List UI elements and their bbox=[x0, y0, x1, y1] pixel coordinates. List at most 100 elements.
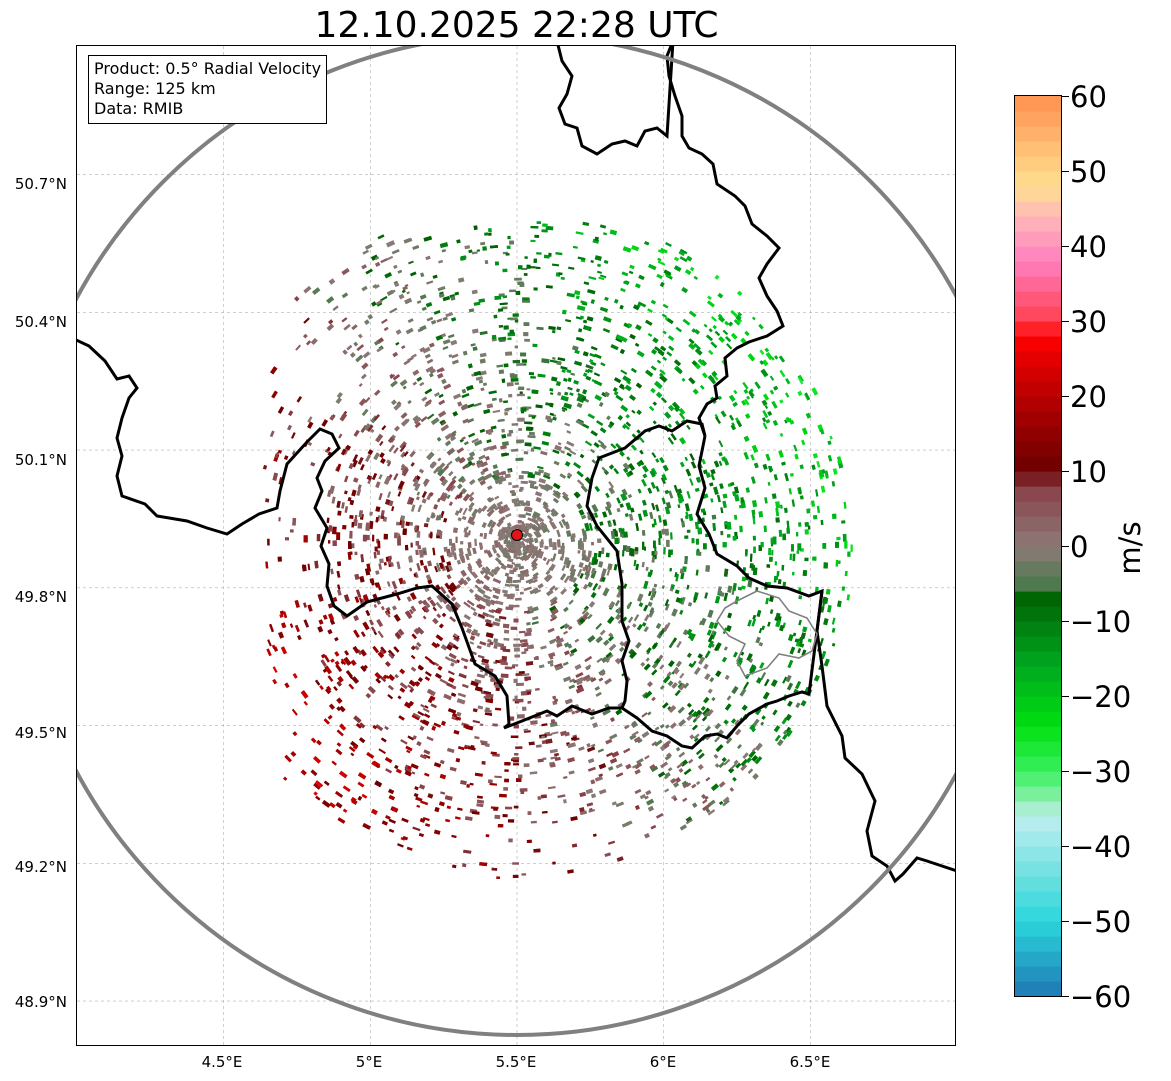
echo-gate bbox=[284, 455, 289, 460]
echo-gate bbox=[776, 570, 780, 577]
echo-gate bbox=[412, 479, 420, 487]
echo-gate bbox=[457, 579, 464, 586]
echo-gate bbox=[709, 677, 715, 683]
echo-gate bbox=[651, 556, 655, 563]
echo-gate bbox=[517, 417, 525, 422]
echo-gate bbox=[477, 595, 487, 603]
echo-gate bbox=[661, 585, 665, 589]
echo-gate bbox=[469, 782, 474, 786]
echo-gate bbox=[727, 534, 731, 538]
echo-gate bbox=[789, 419, 795, 425]
echo-gate bbox=[501, 378, 506, 383]
echo-gate bbox=[379, 440, 384, 446]
echo-gate bbox=[679, 256, 688, 263]
echo-gate bbox=[718, 460, 723, 467]
echo-gate bbox=[665, 501, 672, 509]
echo-gate bbox=[596, 657, 603, 663]
echo-gate bbox=[441, 333, 446, 338]
echo-gate bbox=[587, 635, 596, 643]
echo-gate bbox=[341, 317, 348, 323]
echo-gate bbox=[762, 463, 768, 470]
echo-gate bbox=[636, 303, 642, 308]
radar-map[interactable] bbox=[76, 45, 956, 1046]
echo-gate bbox=[684, 503, 690, 512]
echo-gate bbox=[697, 527, 703, 535]
echo-gate bbox=[710, 498, 714, 503]
echo-gate bbox=[736, 743, 742, 750]
echo-gate bbox=[629, 394, 636, 401]
echo-gate bbox=[393, 447, 399, 454]
colorbar-band bbox=[1015, 891, 1061, 907]
echo-gate bbox=[374, 284, 380, 289]
echo-gate bbox=[647, 308, 653, 313]
echo-gate bbox=[714, 643, 720, 652]
echo-gate bbox=[410, 353, 417, 359]
echo-gate bbox=[450, 658, 458, 664]
echo-gate bbox=[734, 728, 742, 736]
echo-gate bbox=[344, 475, 349, 483]
echo-gate bbox=[686, 713, 694, 722]
echo-gate bbox=[661, 528, 666, 535]
echo-gate bbox=[376, 618, 384, 627]
echo-gate bbox=[730, 481, 735, 486]
echo-gate bbox=[530, 447, 535, 452]
echo-gate bbox=[526, 610, 534, 615]
echo-gate bbox=[667, 767, 673, 772]
echo-gate bbox=[523, 322, 530, 326]
echo-gate bbox=[329, 415, 335, 421]
echo-gate bbox=[504, 583, 511, 587]
echo-gate bbox=[707, 640, 715, 649]
echo-gate bbox=[812, 556, 817, 561]
echo-gate bbox=[760, 368, 769, 378]
echo-gate bbox=[429, 492, 434, 497]
echo-gate bbox=[380, 646, 387, 654]
echo-gate bbox=[573, 360, 583, 367]
echo-gate bbox=[679, 412, 686, 420]
echo-gate bbox=[773, 474, 778, 481]
echo-gate bbox=[642, 509, 649, 517]
echo-gate bbox=[359, 575, 365, 583]
echo-gate bbox=[579, 453, 585, 459]
echo-gate bbox=[464, 816, 473, 821]
echo-gate bbox=[771, 550, 774, 556]
echo-gate bbox=[436, 467, 442, 473]
echo-gate bbox=[439, 586, 447, 594]
echo-gate bbox=[517, 520, 522, 524]
echo-gate bbox=[297, 634, 302, 641]
echo-gate bbox=[739, 525, 743, 533]
echo-gate bbox=[546, 515, 554, 522]
echo-gate bbox=[563, 575, 570, 584]
echo-gate bbox=[383, 476, 391, 485]
colorbar-band bbox=[1015, 981, 1061, 996]
echo-gate bbox=[604, 703, 610, 709]
echo-gate bbox=[719, 483, 724, 489]
echo-gate bbox=[718, 336, 726, 343]
echo-gate bbox=[402, 835, 408, 841]
echo-gate bbox=[353, 715, 362, 724]
echo-gate bbox=[764, 405, 769, 409]
echo-gate bbox=[685, 816, 692, 823]
echo-gate bbox=[366, 563, 372, 572]
radar-map-canvas[interactable] bbox=[77, 46, 956, 1046]
echo-gate bbox=[568, 571, 576, 580]
echo-gate bbox=[487, 519, 494, 528]
echo-gate bbox=[385, 498, 391, 505]
echo-gate bbox=[512, 484, 519, 489]
echo-gate bbox=[438, 259, 444, 264]
echo-gate bbox=[397, 843, 404, 848]
echo-gate bbox=[463, 614, 471, 621]
echo-gate bbox=[575, 672, 584, 678]
echo-gate bbox=[504, 411, 508, 416]
echo-gate bbox=[667, 404, 675, 412]
echo-gate bbox=[667, 660, 675, 668]
echo-gate bbox=[517, 572, 526, 578]
echo-gate bbox=[574, 290, 581, 296]
echo-gate bbox=[772, 709, 778, 716]
echo-gate bbox=[395, 521, 400, 526]
echo-gate bbox=[592, 722, 599, 729]
echo-gate bbox=[479, 723, 484, 727]
radar-site-marker[interactable] bbox=[511, 529, 523, 541]
echo-gate bbox=[802, 569, 808, 577]
echo-gate bbox=[395, 329, 402, 335]
echo-gate bbox=[677, 498, 683, 504]
